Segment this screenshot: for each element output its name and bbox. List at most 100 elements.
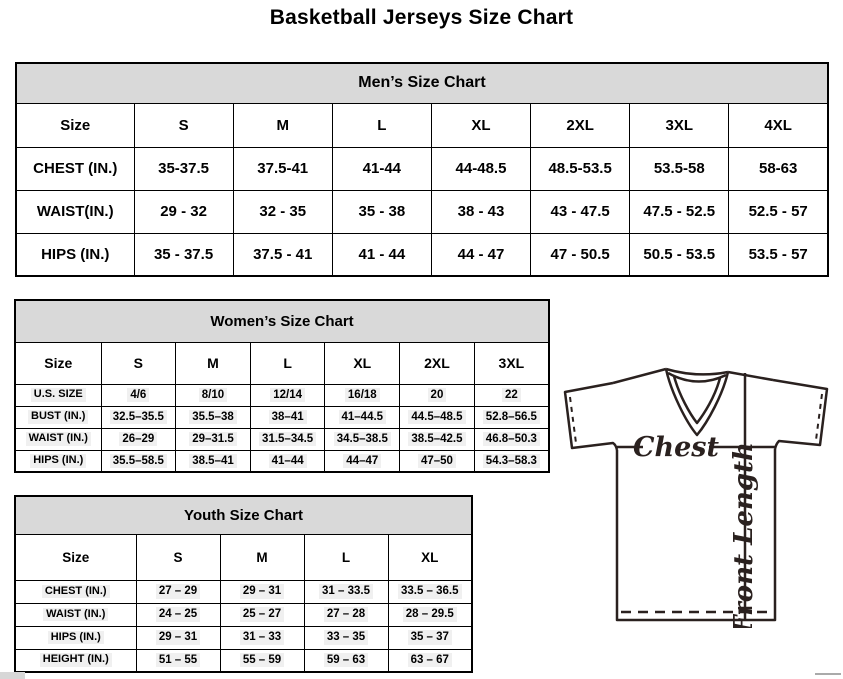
size-header-cell: 2XL xyxy=(399,341,475,385)
data-cell: 51 – 55 xyxy=(135,648,221,673)
data-cell: 41–44.5 xyxy=(324,405,401,429)
row-label-cell: WAIST (IN.) xyxy=(14,602,137,627)
size-header-cell: XL xyxy=(430,102,532,148)
size-header-cell: L xyxy=(249,341,326,385)
data-cell: 47.5 - 52.5 xyxy=(629,189,730,234)
data-cell: 37.5-41 xyxy=(232,146,333,191)
row-label-cell: BUST (IN.) xyxy=(14,405,102,429)
jersey-measurement-diagram: Chest Front Length xyxy=(558,366,834,628)
table-row: WAIST (IN.) 26–29 29–31.5 31.5–34.5 34.5–38.… xyxy=(14,427,550,451)
size-header-cell: XL xyxy=(387,533,473,581)
size-header-cell: S xyxy=(100,341,177,385)
size-header-cell: S xyxy=(135,533,221,581)
data-cell: 41-44 xyxy=(331,146,432,191)
row-label-cell: U.S. SIZE xyxy=(14,383,102,407)
data-cell: 46.8–50.3 xyxy=(473,427,550,451)
row-label-cell: HIPS (IN.) xyxy=(15,232,135,277)
data-cell: 37.5 - 41 xyxy=(232,232,333,277)
data-cell: 28 – 29.5 xyxy=(387,602,473,627)
front-length-measure-label: Front Length xyxy=(729,442,759,628)
horizontal-scrollbar-thumb[interactable] xyxy=(0,672,25,679)
data-cell: 58-63 xyxy=(728,146,829,191)
page-title: Basketball Jerseys Size Chart xyxy=(269,6,574,29)
table-row: HEIGHT (IN.) 51 – 55 55 – 59 59 – 63 63 – 67 xyxy=(14,648,473,673)
size-header-cell: 4XL xyxy=(728,102,829,148)
data-cell: 59 – 63 xyxy=(303,648,389,673)
data-cell: 54.3–58.3 xyxy=(473,449,550,473)
data-cell: 35.5–58.5 xyxy=(100,449,177,473)
data-cell: 35 – 37 xyxy=(387,625,473,650)
table-title: Women’s Size Chart xyxy=(14,299,550,343)
size-header-cell: 3XL xyxy=(629,102,730,148)
data-cell: 4/6 xyxy=(100,383,177,407)
jersey-shoulder-lines xyxy=(612,367,774,385)
jersey-left-sleeve xyxy=(563,381,619,451)
jersey-vneck-outer xyxy=(664,368,730,437)
data-cell: 31 – 33 xyxy=(219,625,305,650)
row-label-cell: WAIST (IN.) xyxy=(14,427,102,451)
size-header-cell: L xyxy=(303,533,389,581)
table-row: U.S. SIZE 4/6 8/10 12/14 16/18 20 22 xyxy=(14,383,550,407)
data-cell: 55 – 59 xyxy=(219,648,305,673)
data-cell: 35 - 38 xyxy=(331,189,432,234)
jersey-vneck-inner xyxy=(672,375,722,425)
data-cell: 29–31.5 xyxy=(175,427,251,451)
data-cell: 32 - 35 xyxy=(232,189,333,234)
data-cell: 53.5 - 57 xyxy=(728,232,829,277)
table-row: HIPS (IN.) 29 – 31 31 – 33 33 – 35 35 – 37 xyxy=(14,625,473,650)
data-cell: 12/14 xyxy=(249,383,326,407)
data-cell: 38.5–42.5 xyxy=(399,427,475,451)
data-cell: 33.5 – 36.5 xyxy=(387,579,473,604)
table-title: Youth Size Chart xyxy=(14,495,473,535)
data-cell: 24 – 25 xyxy=(135,602,221,627)
youth-size-table: Youth Size Chart Size S M L XL CHEST (IN.) 27 –… xyxy=(14,495,473,673)
row-label-cell: CHEST (IN.) xyxy=(14,579,137,604)
jersey-cuff-dashes xyxy=(569,393,823,444)
data-cell: 27 – 29 xyxy=(135,579,221,604)
mens-size-table: Men’s Size Chart Size S M L XL 2XL 3XL 4XL CHEST … xyxy=(15,62,829,277)
size-header-cell: L xyxy=(331,102,432,148)
womens-size-table: Women’s Size Chart Size S M L XL 2XL 3XL U.S. SI… xyxy=(14,299,550,473)
data-cell: 44-48.5 xyxy=(430,146,532,191)
data-cell: 38 - 43 xyxy=(430,189,532,234)
data-cell: 47 - 50.5 xyxy=(530,232,631,277)
size-header-cell: Size xyxy=(15,102,135,148)
data-cell: 48.5-53.5 xyxy=(530,146,631,191)
jersey-collar-back xyxy=(665,367,729,383)
row-label-cell: HEIGHT (IN.) xyxy=(14,648,137,673)
jersey-outline-drawing: Chest Front Length xyxy=(563,367,829,628)
data-cell: 47–50 xyxy=(399,449,475,473)
data-cell: 29 – 31 xyxy=(219,579,305,604)
data-cell: 22 xyxy=(473,383,550,407)
data-cell: 50.5 - 53.5 xyxy=(629,232,730,277)
data-cell: 53.5-58 xyxy=(629,146,730,191)
size-header-cell: M xyxy=(232,102,333,148)
size-header-cell: 3XL xyxy=(473,341,550,385)
data-cell: 41 - 44 xyxy=(331,232,432,277)
data-cell: 31 – 33.5 xyxy=(303,579,389,604)
size-header-cell: Size xyxy=(14,341,102,385)
jersey-right-sleeve xyxy=(772,378,829,450)
data-cell: 41–44 xyxy=(249,449,326,473)
horizontal-scrollbar-fragment[interactable] xyxy=(815,673,841,675)
jersey-body xyxy=(615,449,777,622)
table-row: HIPS (IN.) 35.5–58.5 38.5–41 41–44 44–47 47–5… xyxy=(14,449,550,473)
data-cell: 34.5–38.5 xyxy=(324,427,401,451)
row-label-cell: CHEST (IN.) xyxy=(15,146,135,191)
data-cell: 44 - 47 xyxy=(430,232,532,277)
front-length-measure-line xyxy=(738,373,752,620)
data-cell: 33 – 35 xyxy=(303,625,389,650)
data-cell: 16/18 xyxy=(324,383,401,407)
data-cell: 35-37.5 xyxy=(133,146,234,191)
data-cell: 27 – 28 xyxy=(303,602,389,627)
data-cell: 44–47 xyxy=(324,449,401,473)
table-row: WAIST (IN.) 24 – 25 25 – 27 27 – 28 28 – 29.… xyxy=(14,602,473,627)
data-cell: 26–29 xyxy=(100,427,177,451)
data-cell: 35 - 37.5 xyxy=(133,232,234,277)
size-header-cell: 2XL xyxy=(530,102,631,148)
data-cell: 52.8–56.5 xyxy=(473,405,550,429)
data-cell: 29 – 31 xyxy=(135,625,221,650)
size-header-cell: Size xyxy=(14,533,137,581)
data-cell: 32.5–35.5 xyxy=(100,405,177,429)
row-label-cell: HIPS (IN.) xyxy=(14,625,137,650)
